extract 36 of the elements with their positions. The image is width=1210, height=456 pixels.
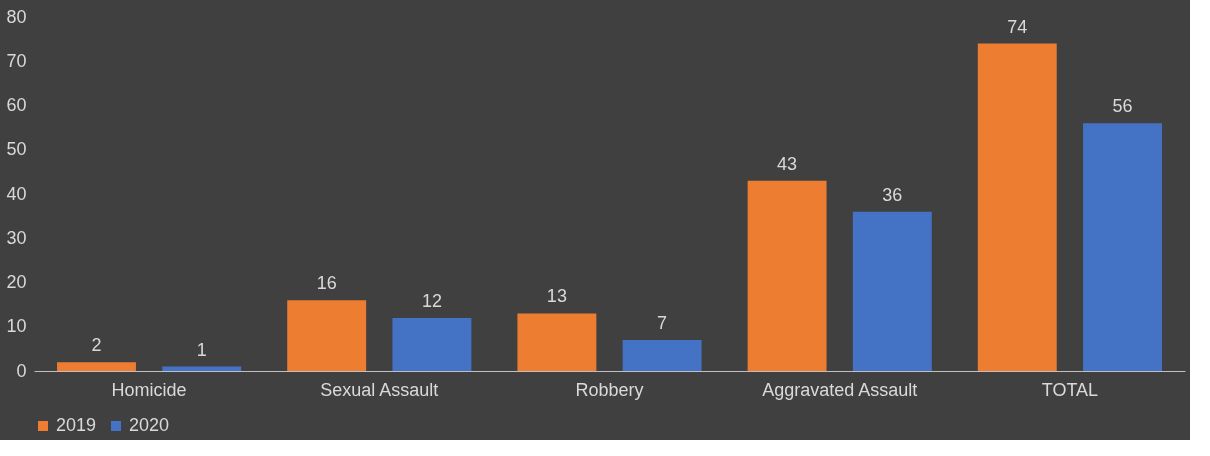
bar — [517, 313, 597, 371]
x-tick-label: Homicide — [111, 379, 187, 400]
data-label: 43 — [777, 153, 798, 174]
y-tick-label: 40 — [6, 183, 27, 204]
bar — [852, 211, 932, 371]
legend-label: 2019 — [56, 415, 97, 435]
bar — [747, 180, 827, 371]
y-tick-label: 0 — [16, 360, 27, 381]
data-label: 12 — [421, 290, 442, 311]
y-tick-label: 10 — [6, 316, 27, 337]
y-tick-label: 30 — [6, 227, 27, 248]
x-tick-label: Robbery — [575, 379, 644, 400]
data-label: 56 — [1112, 96, 1133, 117]
y-tick-label: 80 — [6, 6, 27, 27]
data-label: 36 — [882, 184, 903, 205]
data-label: 74 — [1007, 16, 1028, 37]
bar — [57, 362, 136, 371]
data-label: 13 — [546, 286, 567, 307]
data-label: 1 — [196, 339, 207, 360]
data-label: 7 — [657, 313, 668, 334]
bar — [392, 317, 472, 371]
y-tick-label: 60 — [6, 95, 27, 115]
bar — [1083, 123, 1162, 371]
legend-label: 2020 — [129, 415, 170, 435]
bar — [162, 366, 242, 371]
data-label: 16 — [316, 273, 337, 294]
bar — [287, 300, 367, 371]
x-tick-label: TOTAL — [1041, 379, 1099, 400]
bar — [622, 340, 702, 371]
x-tick-label: Aggravated Assault — [762, 379, 918, 400]
y-tick-label: 20 — [6, 272, 27, 292]
y-tick-label: 70 — [6, 50, 27, 71]
y-tick-label: 50 — [6, 139, 27, 160]
bar — [977, 43, 1057, 371]
x-tick-label: Sexual Assault — [320, 379, 439, 400]
data-label: 2 — [91, 335, 102, 356]
